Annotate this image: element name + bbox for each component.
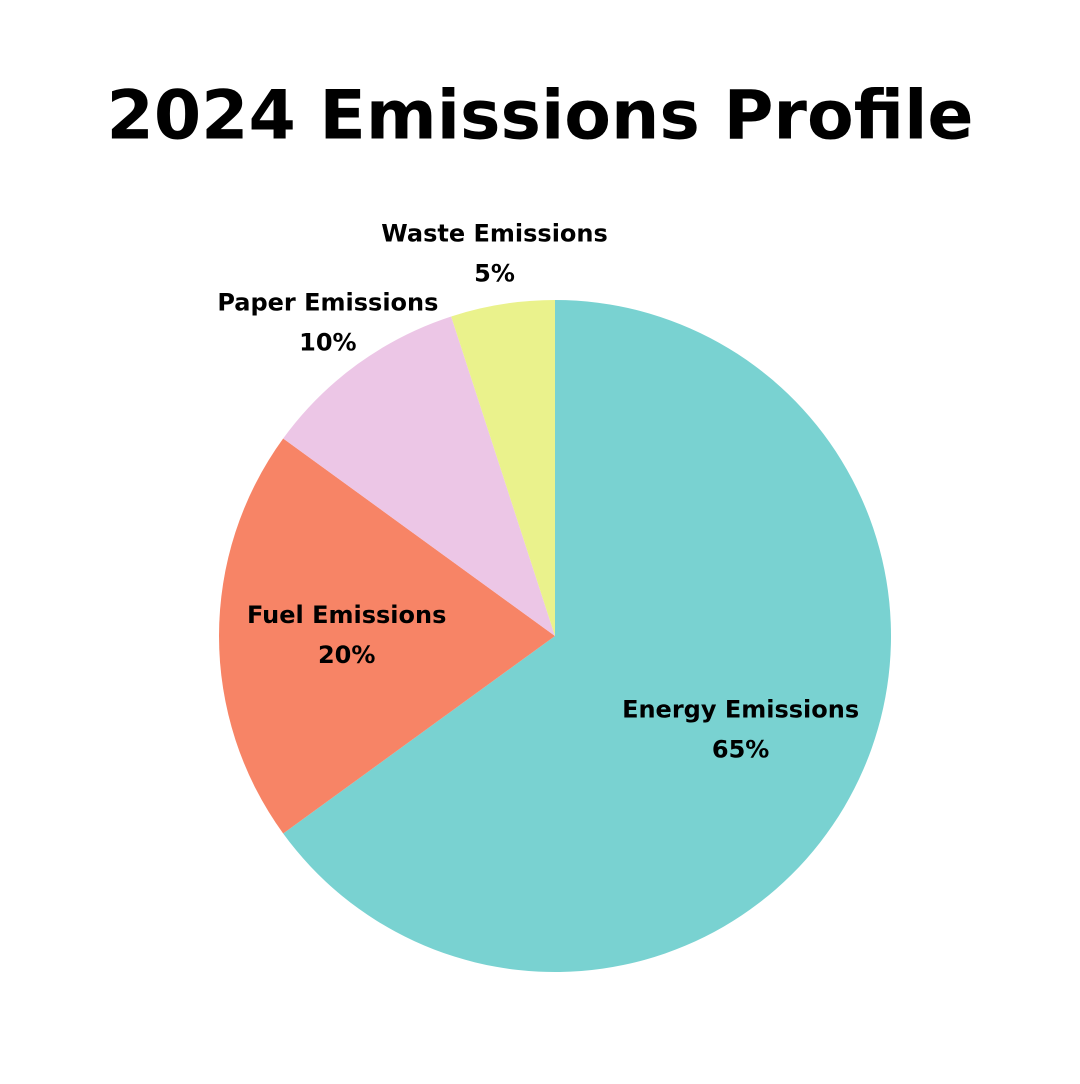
pie-slice [283, 300, 891, 972]
slice-label: Waste Emissions [381, 219, 608, 247]
slice-label: Fuel Emissions [247, 601, 446, 629]
chart-title: 2024 Emissions Profile [107, 77, 974, 156]
slice-value: 20% [318, 641, 375, 669]
slice-label: Paper Emissions [217, 288, 438, 316]
pie-slice [451, 300, 555, 636]
pie-slice [283, 316, 555, 636]
slice-value: 5% [474, 259, 515, 287]
slice-value: 10% [299, 328, 356, 356]
slice-label: Energy Emissions [622, 696, 859, 724]
slice-value: 65% [712, 736, 769, 764]
pie-slice [218, 438, 555, 834]
